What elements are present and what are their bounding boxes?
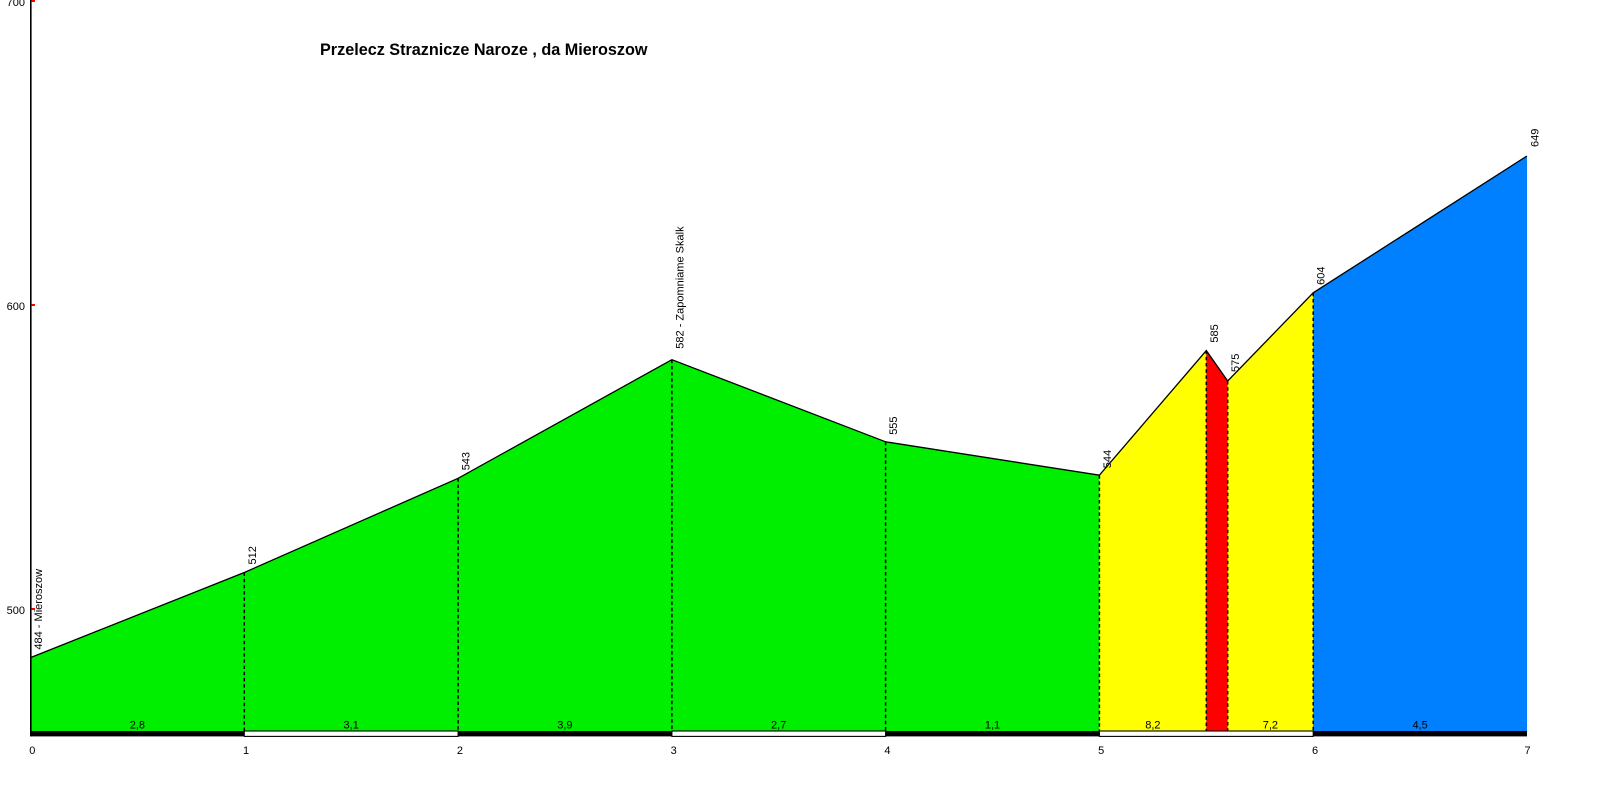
svg-text:2,7: 2,7 — [771, 720, 786, 732]
svg-text:2,8: 2,8 — [130, 720, 145, 732]
svg-text:600: 600 — [7, 301, 25, 313]
svg-text:7,2: 7,2 — [1263, 720, 1278, 732]
svg-text:582 - Zapomniame Skalk: 582 - Zapomniame Skalk — [674, 226, 686, 349]
svg-text:3,9: 3,9 — [557, 720, 572, 732]
svg-text:1: 1 — [243, 745, 249, 757]
svg-text:3: 3 — [671, 745, 677, 757]
svg-text:6: 6 — [1312, 745, 1318, 757]
svg-text:2: 2 — [457, 745, 463, 757]
svg-text:649: 649 — [1530, 129, 1542, 147]
svg-text:8,2: 8,2 — [1145, 720, 1160, 732]
svg-text:512: 512 — [247, 546, 259, 564]
svg-text:585: 585 — [1209, 324, 1221, 342]
svg-text:3,1: 3,1 — [344, 720, 359, 732]
svg-text:555: 555 — [888, 416, 900, 434]
svg-text:604: 604 — [1316, 266, 1328, 284]
svg-text:575: 575 — [1230, 354, 1242, 372]
svg-text:4,5: 4,5 — [1412, 720, 1427, 732]
svg-text:Przelecz Straznicze Naroze , d: Przelecz Straznicze Naroze , da Mieroszo… — [320, 41, 648, 59]
svg-text:543: 543 — [461, 452, 473, 470]
svg-text:544: 544 — [1102, 450, 1114, 468]
svg-text:0: 0 — [29, 745, 35, 757]
svg-text:7: 7 — [1525, 745, 1531, 757]
svg-text:500: 500 — [7, 605, 25, 617]
svg-text:484 - Mieroszow: 484 - Mieroszow — [33, 569, 45, 650]
svg-text:1,1: 1,1 — [985, 720, 1000, 732]
svg-text:4: 4 — [884, 745, 890, 757]
svg-text:5: 5 — [1098, 745, 1104, 757]
svg-text:700: 700 — [7, 0, 25, 9]
